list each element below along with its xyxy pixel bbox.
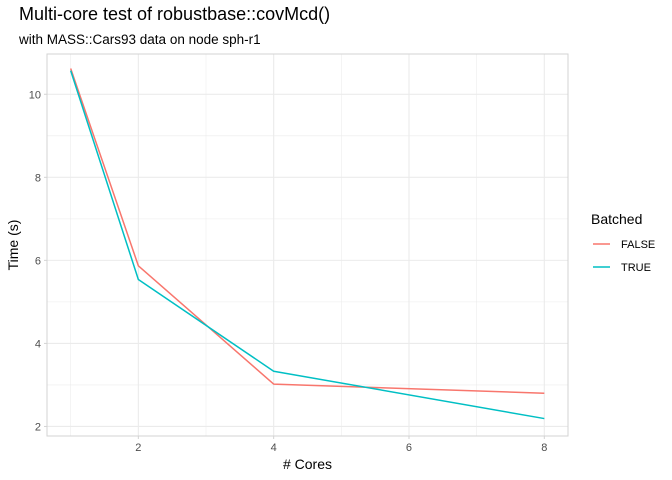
plot-panel bbox=[47, 54, 568, 436]
y-tick-label: 4 bbox=[35, 338, 41, 350]
major-grid bbox=[47, 54, 568, 436]
legend-items: FALSE TRUE bbox=[593, 239, 655, 274]
y-axis-title: Time (s) bbox=[5, 220, 21, 271]
y-tick-label: 10 bbox=[29, 89, 41, 101]
y-axis-ticks: 2 4 6 8 10 bbox=[29, 89, 47, 433]
chart-title: Multi-core test of robustbase::covMcd() bbox=[19, 4, 330, 24]
legend-label-true: TRUE bbox=[621, 262, 651, 274]
chart-subtitle: with MASS::Cars93 data on node sph-r1 bbox=[18, 32, 261, 47]
series-line-true bbox=[69, 70, 545, 420]
y-tick-label: 8 bbox=[35, 172, 41, 184]
y-tick-label: 2 bbox=[35, 421, 41, 433]
x-axis-title: # Cores bbox=[283, 456, 332, 472]
y-tick-label: 6 bbox=[35, 255, 41, 267]
x-tick-label: 4 bbox=[271, 442, 277, 454]
x-axis-ticks: 2 4 6 8 bbox=[135, 436, 547, 454]
series-layer bbox=[69, 68, 545, 420]
legend-label-false: FALSE bbox=[621, 239, 655, 251]
legend-title: Batched bbox=[591, 211, 642, 227]
x-tick-label: 6 bbox=[406, 442, 412, 454]
x-tick-label: 2 bbox=[135, 442, 141, 454]
plot-border bbox=[46, 53, 569, 437]
legend: Batched FALSE TRUE bbox=[591, 211, 655, 274]
x-tick-label: 8 bbox=[541, 442, 547, 454]
